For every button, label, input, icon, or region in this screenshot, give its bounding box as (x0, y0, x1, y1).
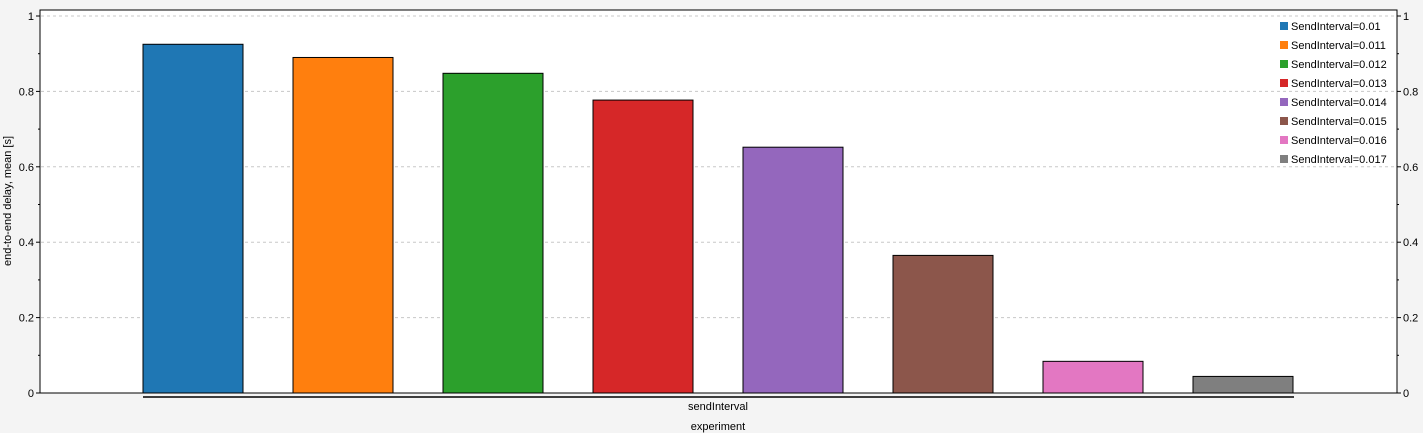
y-tick-label-left: 0.4 (19, 237, 34, 249)
y-tick-label-left: 0.8 (19, 86, 34, 98)
legend-label: SendInterval=0.011 (1291, 40, 1386, 52)
y-tick-label-right: 0.6 (1403, 162, 1418, 174)
bar-sendinterval-0-013 (592, 99, 694, 394)
legend-label: SendInterval=0.013 (1291, 78, 1387, 90)
bar-sendinterval-0-017 (1192, 375, 1294, 394)
legend-swatch (1280, 98, 1288, 106)
legend-label: SendInterval=0.017 (1291, 154, 1387, 166)
y-tick-label-left: 0.2 (19, 313, 34, 325)
legend-label: SendInterval=0.016 (1291, 135, 1387, 147)
y-axis-right: 0 0.2 0.4 0.6 0.8 1 (1397, 11, 1418, 400)
y-tick-label-right: 0.2 (1403, 313, 1418, 325)
bars (142, 43, 1294, 394)
legend-label: SendInterval=0.01 (1291, 21, 1381, 33)
y-tick-label-right: 0 (1403, 388, 1409, 400)
group-label: sendInterval (688, 401, 748, 413)
y-axis-left: 0 0.2 0.4 0.6 0.8 1 (19, 11, 40, 400)
bar-sendinterval-0-012 (442, 72, 544, 394)
y-tick-label-right: 1 (1403, 11, 1409, 23)
y-tick-label-left: 1 (28, 11, 34, 23)
legend-swatch (1280, 41, 1288, 49)
bar-sendinterval-0-015 (892, 254, 994, 394)
legend-label: SendInterval=0.015 (1291, 116, 1387, 128)
y-tick-label-right: 0.4 (1403, 237, 1418, 249)
bar-sendinterval-0-011 (292, 56, 394, 394)
y-tick-label-right: 0.8 (1403, 86, 1418, 98)
y-tick-label-left: 0.6 (19, 162, 34, 174)
bar-sendinterval-0-016 (1042, 360, 1144, 394)
legend: SendInterval=0.01 SendInterval=0.011 SendI… (1280, 21, 1387, 166)
legend-swatch (1280, 79, 1288, 87)
y-tick-label-left: 0 (28, 388, 34, 400)
gridlines (41, 15, 1396, 319)
legend-label: SendInterval=0.012 (1291, 59, 1387, 71)
x-axis-label: experiment (691, 421, 745, 433)
legend-swatch (1280, 155, 1288, 163)
bar-sendinterval-0-01 (142, 43, 244, 394)
legend-swatch (1280, 60, 1288, 68)
legend-label: SendInterval=0.014 (1291, 97, 1387, 109)
plot-area (39, 9, 1398, 394)
legend-swatch (1280, 136, 1288, 144)
y-axis-label: end-to-end delay, mean [s] (2, 136, 14, 266)
bar-sendinterval-0-014 (742, 146, 844, 394)
legend-swatch (1280, 117, 1288, 125)
legend-swatch (1280, 22, 1288, 30)
